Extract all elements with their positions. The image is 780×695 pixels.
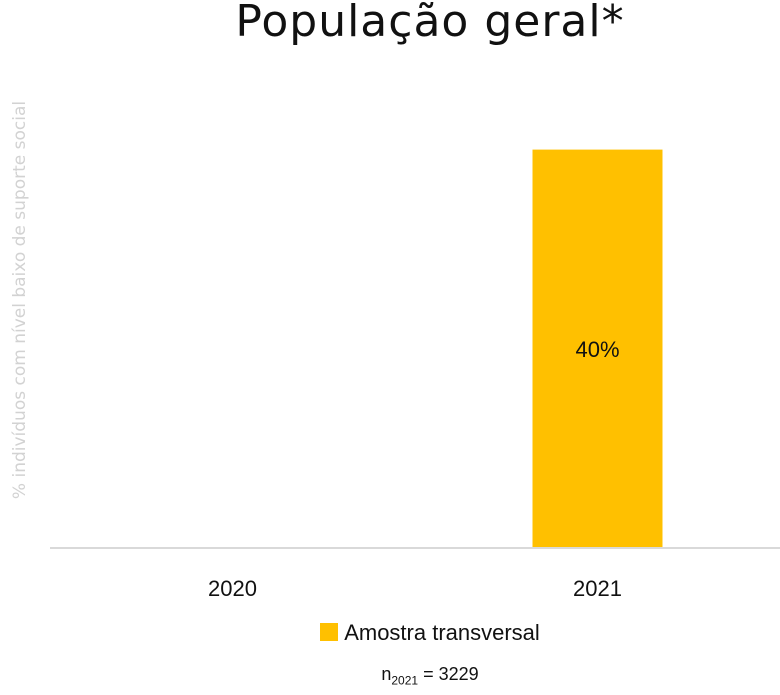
chart-title: População geral* — [235, 0, 625, 47]
legend-swatch — [320, 623, 339, 641]
legend: Amostra transversal — [0, 620, 780, 646]
x-tick-label-2020: 2020 — [208, 576, 257, 601]
x-tick-label-2021: 2021 — [573, 576, 622, 601]
bars-group — [532, 149, 663, 548]
data-label-2021: 40% — [575, 337, 619, 362]
x-tick-labels-group: 2020 2021 — [208, 576, 622, 601]
chart-area: 40% 2020 2021 — [50, 149, 780, 601]
sample-size-note: n2021 = 3229 — [0, 664, 780, 688]
n-subscript: 2021 — [391, 673, 419, 688]
data-labels-group: 40% — [575, 337, 619, 362]
n-prefix: n — [381, 664, 392, 684]
legend-label: Amostra transversal — [344, 620, 540, 645]
n-value: = 3229 — [423, 664, 479, 684]
bar-2021 — [532, 149, 663, 548]
